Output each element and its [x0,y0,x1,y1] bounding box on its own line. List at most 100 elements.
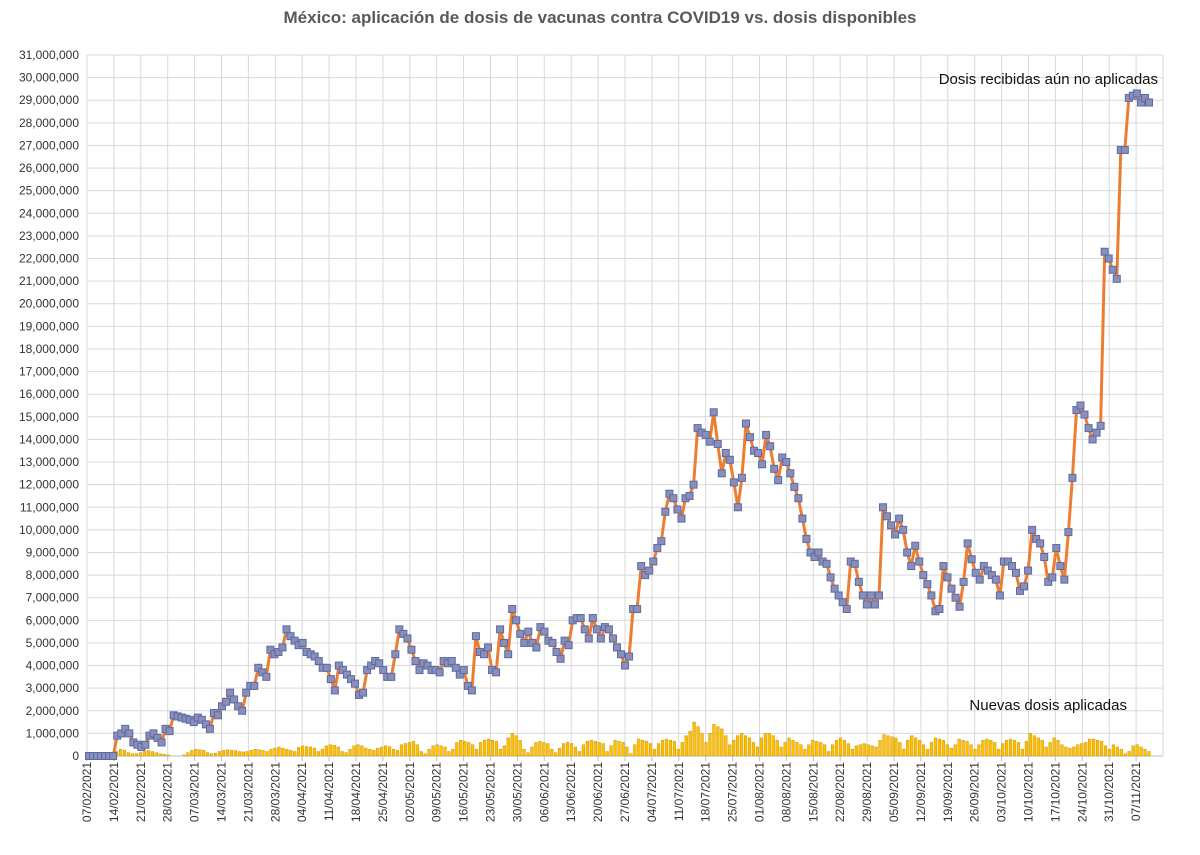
bar [791,739,795,757]
bar [558,747,562,757]
bar [289,750,293,757]
data-point [399,629,408,638]
x-tick-label: 13/06/2021 [564,762,578,822]
bar [384,745,388,757]
x-tick-label: 21/02/2021 [134,762,148,822]
y-tick-label: 1,000,000 [26,726,80,740]
data-point [1145,98,1153,107]
bar [834,739,839,757]
y-tick-label: 12,000,000 [19,478,79,492]
data-point [693,424,702,433]
bar [973,749,977,757]
annotation-doses-not-applied: Dosis recibidas aún no aplicadas [939,71,1158,88]
data-point [266,645,275,654]
bar [237,751,241,757]
data-point [1007,562,1016,571]
data-point [459,666,468,675]
x-tick-label: 18/04/2021 [349,762,363,822]
bar [368,749,372,757]
bar [304,746,309,757]
data-point [874,591,883,600]
bar [431,745,435,757]
data-point [596,634,605,643]
bar [803,749,807,757]
y-tick-label: 7,000,000 [26,591,80,605]
bar [787,737,791,757]
bar [277,746,281,757]
x-tick-label: 28/03/2021 [268,762,282,822]
bar [293,751,297,757]
bar [910,735,914,757]
y-tick-label: 10,000,000 [19,523,79,537]
bar [613,739,617,757]
bar [993,742,997,757]
bar [953,744,957,757]
bar [914,737,918,757]
data-point [403,634,412,643]
bar [158,753,162,757]
bar [811,739,815,757]
bar [890,736,894,757]
data-point [633,605,642,614]
bar [206,752,210,757]
bar [969,744,973,757]
data-point [705,437,714,446]
y-tick-label: 18,000,000 [19,342,79,356]
bar [443,746,447,757]
data-point [854,577,863,586]
bar [352,745,356,757]
y-tick-label: 8,000,000 [26,568,80,582]
bar [795,742,799,757]
y-tick-label: 4,000,000 [26,659,80,673]
bar [249,750,253,757]
bar [925,749,930,757]
bar [518,739,522,757]
data-point [117,729,126,738]
bar [546,743,550,757]
bar [597,742,601,757]
bar [498,749,502,757]
data-point [359,688,368,697]
data-point [991,575,1000,584]
bar [672,741,676,757]
bar [510,733,514,757]
bar [1111,744,1115,757]
data-point [866,591,875,600]
data-point [927,591,936,600]
bar [830,744,835,757]
data-point [508,605,517,614]
data-point [500,638,509,647]
data-point [314,657,323,666]
bar [625,746,629,757]
x-tick-label: 11/07/2021 [672,762,686,821]
bar [569,743,574,757]
data-point [689,480,698,489]
bar [522,749,526,757]
data-point [983,566,992,575]
data-point [576,614,585,623]
bar [886,735,890,757]
bar [166,754,170,757]
y-axis: 0 1,000,000 2,000,000 3,000,000 4,000,000 5,0… [19,48,79,763]
data-point [959,577,968,586]
bar [977,744,981,757]
data-point [520,638,529,647]
x-tick-label: 07/03/2021 [188,762,202,822]
y-tick-label: 29,000,000 [19,93,79,107]
bar [704,742,708,757]
data-point [923,580,932,589]
data-point [1076,401,1085,410]
bar [629,753,633,757]
bar [1139,746,1143,757]
bar [265,751,269,757]
data-point [197,715,206,724]
data-point [258,668,267,677]
data-point [641,571,650,580]
bar [985,738,989,757]
y-tick-label: 15,000,000 [19,410,79,424]
bar [728,744,732,757]
data-point [617,650,626,659]
data-point [657,537,666,546]
bar [688,730,692,757]
bar [542,742,546,757]
